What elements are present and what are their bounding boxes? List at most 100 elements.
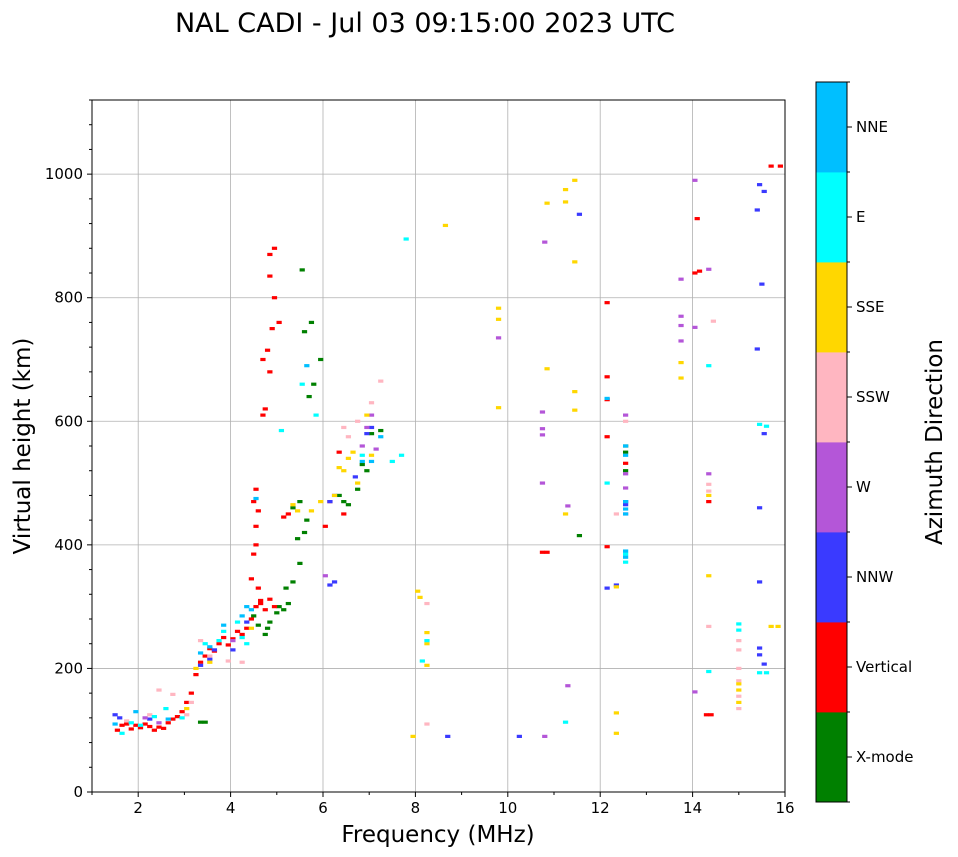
data-point-sse [308,509,315,513]
data-point-nnw [352,475,358,479]
data-point-e [398,453,405,457]
data-point-ssw [124,719,130,723]
data-point-vertical [253,543,259,547]
data-point-vertical [156,725,162,729]
data-point-x-mode [285,601,291,606]
data-point-vertical [281,515,287,519]
colorbar-label-vertical: Vertical [856,658,912,676]
data-point-nne [623,555,629,559]
data-point-w [495,336,502,340]
data-point-w [156,721,162,725]
data-point-sse [341,469,347,473]
data-point-w [539,410,546,414]
plot-area: 2 4 6 8 10 12 14 16 0 200 400 600 800 1000 [45,99,795,817]
data-point-ssw [239,660,245,664]
data-point-e [137,723,144,727]
data-point-vertical [258,598,264,603]
colorbar-label-ssw: SSW [856,388,890,406]
data-point-nne [133,710,139,714]
data-point-vertical [258,601,264,606]
data-point-vertical [696,269,703,273]
data-point-x-mode [290,580,296,584]
data-point-vertical [133,723,139,727]
data-point-nnw [756,646,763,650]
data-point-ssw [706,624,712,629]
data-point-sse [248,626,254,630]
data-point-x-mode [306,394,312,399]
y-tick-label: 400 [54,536,83,554]
data-point-nne [207,645,213,649]
data-point-sse [706,574,712,578]
data-point-sse [368,453,375,457]
data-point-nne [253,496,259,501]
data-point-vertical [539,550,546,554]
data-point-x-mode [345,503,352,507]
data-point-sse [678,376,684,380]
data-point-vertical [251,500,257,504]
data-point-w [539,427,546,431]
data-point-x-mode [274,611,280,615]
data-point-x-mode [262,632,268,637]
data-point-nnw [756,653,763,657]
data-point-ssw [197,639,204,643]
data-point-sse [318,500,324,504]
data-point-ssw [736,679,742,683]
data-point-ssw [736,706,742,711]
data-point-sse [336,466,342,470]
data-point-sse [775,624,781,629]
data-point-ssw [424,722,430,726]
data-point-vertical [262,407,268,411]
data-point-e [278,428,285,433]
data-point-nne [378,435,384,439]
data-point-vertical [336,450,342,454]
data-point-vertical [119,723,125,727]
data-point-e [756,671,763,675]
data-point-sse [678,360,684,365]
data-point-vertical [197,660,204,664]
data-point-x-mode [341,500,347,504]
data-point-ssw [736,694,742,698]
data-point-sse [495,317,502,321]
data-point-x-mode [283,586,289,590]
data-point-sse [424,642,430,646]
data-point-vertical [708,713,714,717]
data-point-x-mode [336,493,342,498]
data-point-w [678,277,684,281]
data-point-sse [331,493,338,498]
data-point-x-mode [267,620,273,624]
data-point-e [604,481,610,485]
data-points [112,164,783,738]
data-point-vertical [207,647,213,651]
data-point-e [419,659,425,663]
data-point-x-mode [368,432,375,436]
x-axis-label: Frequency (MHz) [341,822,534,848]
data-point-w [678,339,684,343]
data-point-ssw [623,419,629,423]
data-point-x-mode [308,320,315,325]
data-point-sse [495,406,502,410]
data-point-nnw [604,586,610,590]
data-point-sse [562,187,569,192]
data-point-w [623,486,629,490]
colorbar-label-sse: SSE [856,298,885,316]
data-point-ssw [225,659,231,663]
data-point-x-mode [281,608,287,612]
data-point-w [230,639,236,643]
data-point-nnw [754,208,760,212]
data-point-sse [572,390,578,394]
data-point-nnw [761,432,767,436]
x-tick-label: 14 [683,799,702,817]
data-point-x-mode [301,330,308,334]
chart-title: NAL CADI - Jul 03 09:15:00 2023 UTC [175,8,675,39]
data-point-x-mode [255,623,261,627]
data-point-vertical [322,524,328,528]
data-point-nne [623,512,629,516]
data-point-sse [424,663,430,667]
data-point-sse [544,201,550,205]
data-point-vertical [248,577,254,581]
data-point-nnw [327,500,333,504]
data-point-ssw [424,601,430,606]
x-tick-label: 4 [226,799,236,817]
data-point-nne [623,549,629,553]
data-point-e [736,622,742,626]
